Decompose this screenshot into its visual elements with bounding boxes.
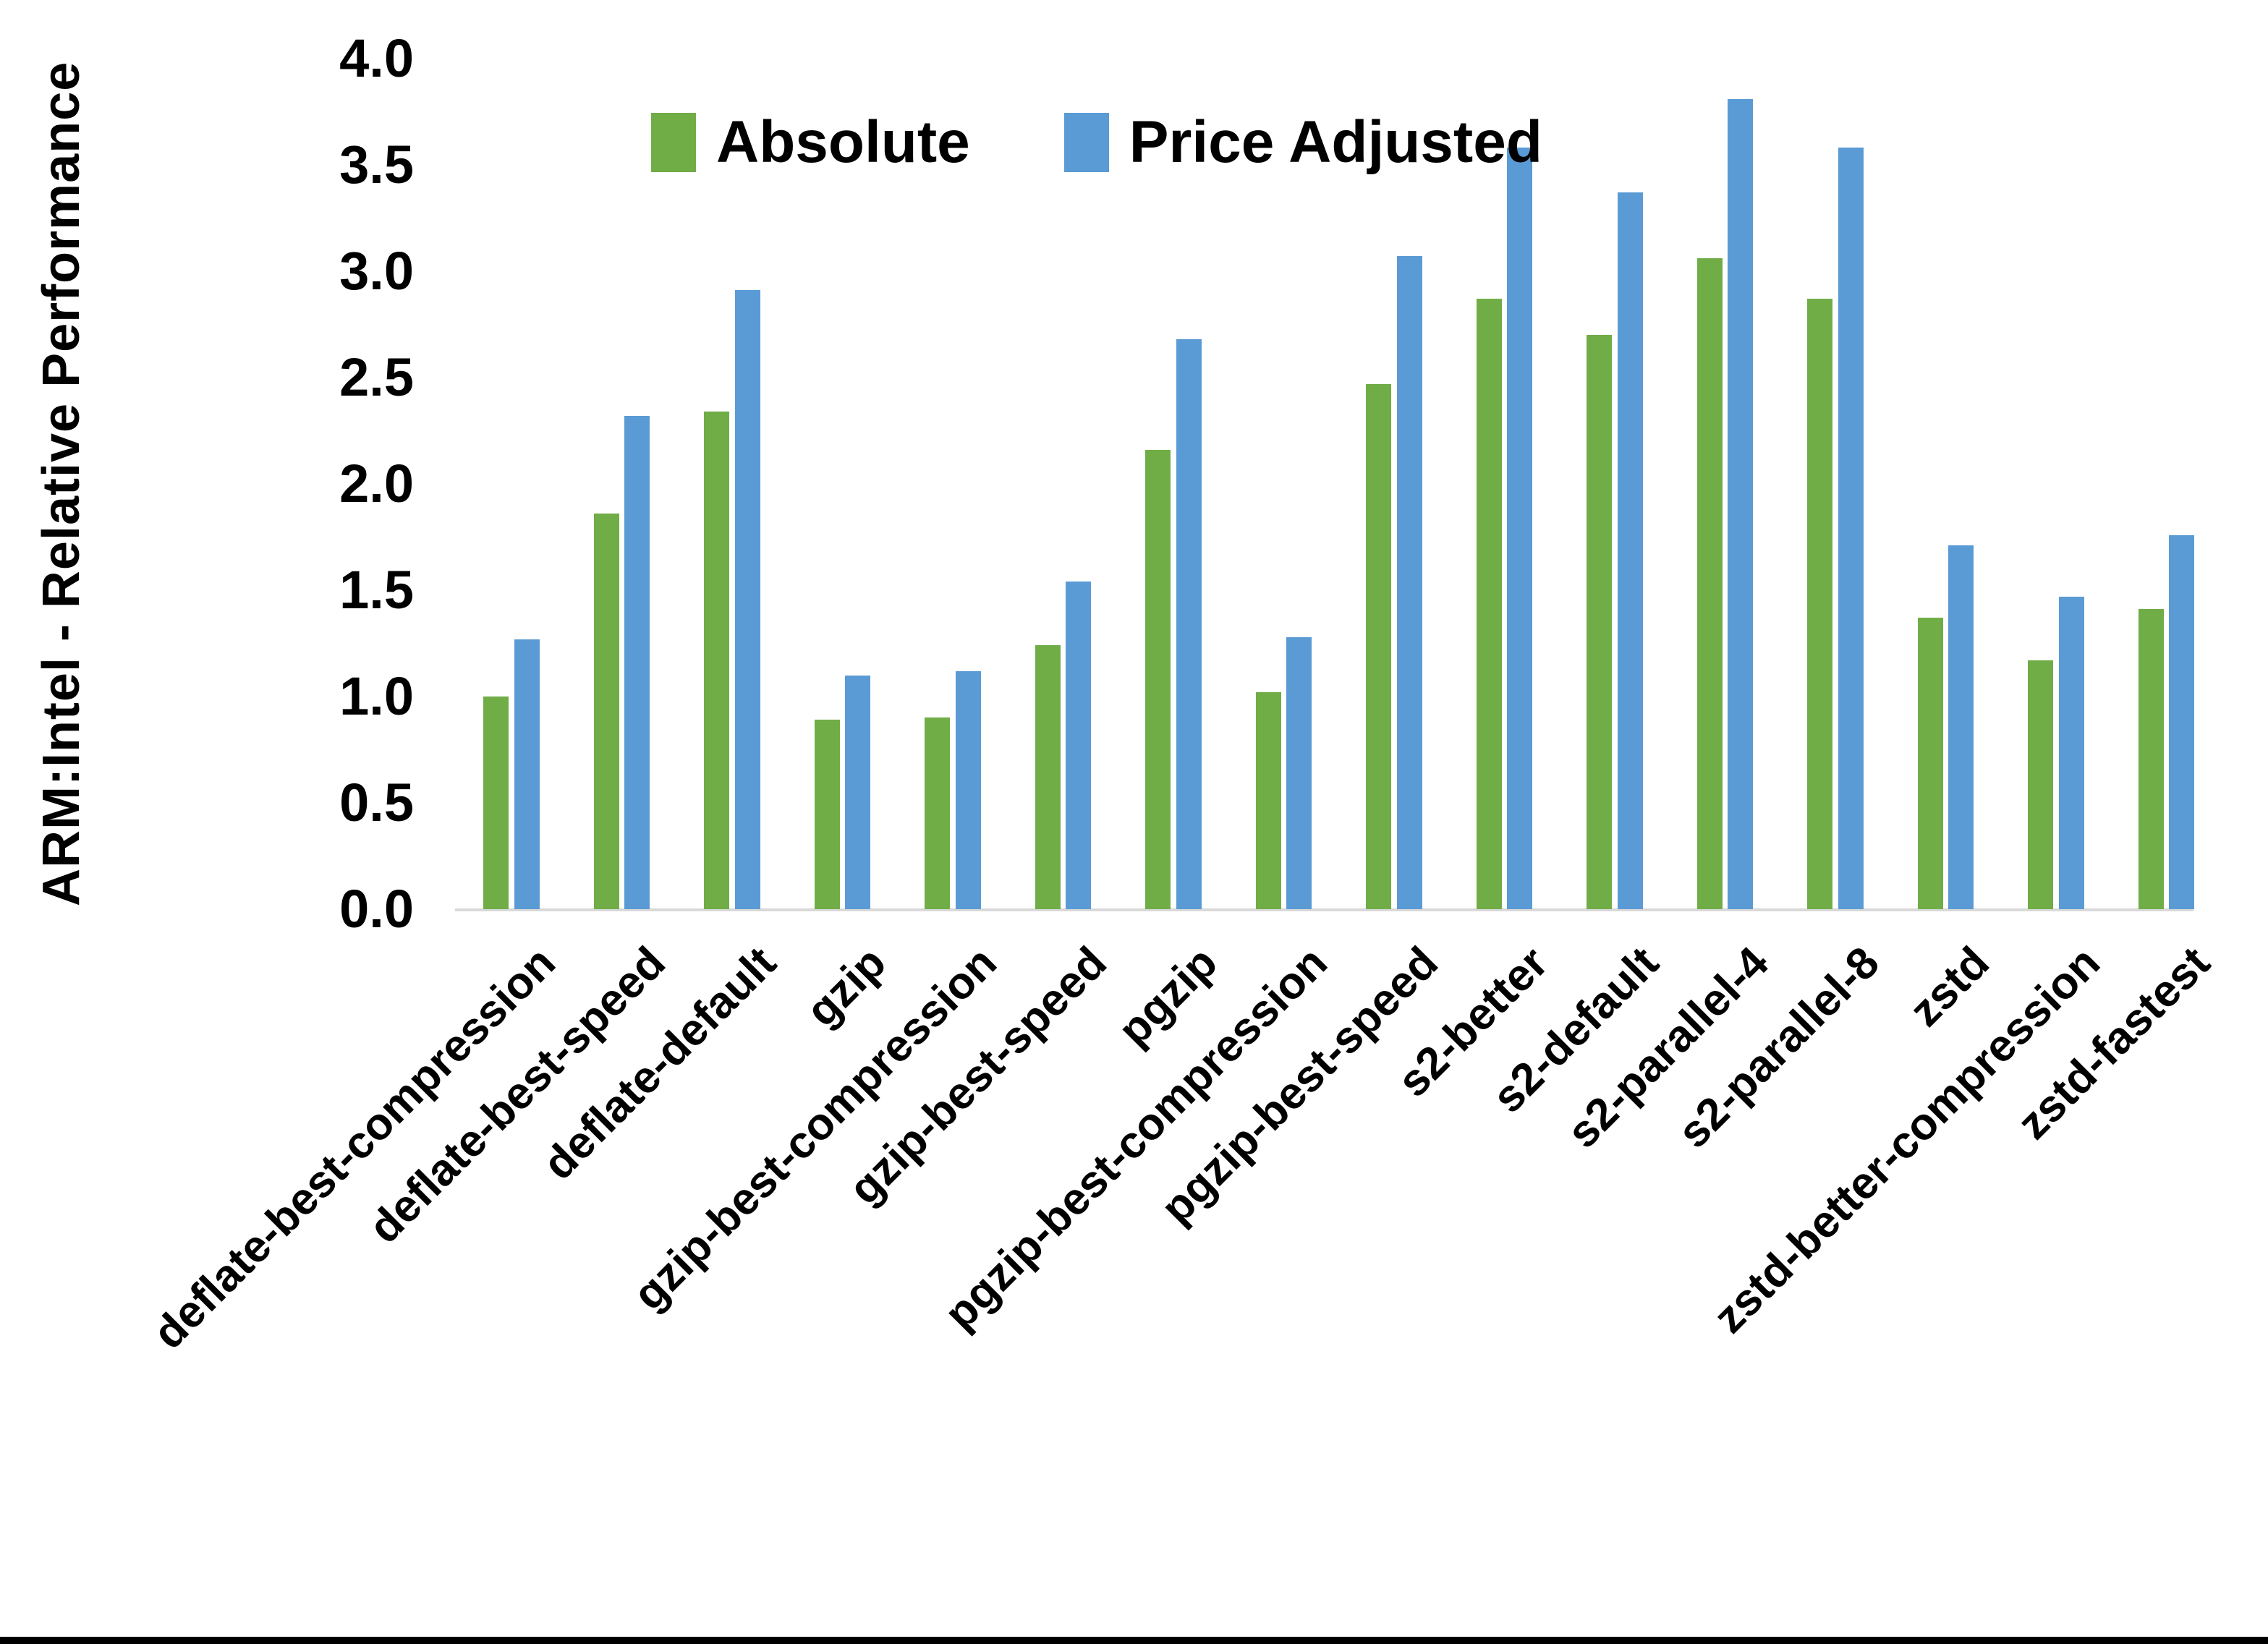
y-tick-label-0.5: 0.5	[339, 772, 414, 832]
bar-zstd-better-compression-price-adjusted	[2058, 597, 2084, 909]
bar-gzip-absolute	[814, 720, 840, 909]
bar-s2-default-absolute	[1587, 335, 1612, 909]
bar-gzip-price-adjusted	[845, 676, 870, 909]
bar-zstd-fastest-price-adjusted	[2169, 535, 2194, 909]
bar-pgzip-best-speed-price-adjusted	[1396, 256, 1422, 909]
y-tick-label-3.0: 3.0	[339, 241, 414, 301]
legend-item-price-adjusted: Price Adjusted	[1063, 108, 1542, 176]
bar-deflate-best-speed-price-adjusted	[624, 416, 650, 909]
bar-zstd-better-compression-absolute	[2028, 660, 2053, 909]
bar-pgzip-best-compression-price-adjusted	[1286, 637, 1312, 909]
y-axis-title: ARM:Intel - Relative Performance	[33, 61, 90, 907]
bar-s2-better-absolute	[1476, 299, 1502, 909]
bar-zstd-fastest-absolute	[2138, 609, 2164, 909]
bar-s2-default-price-adjusted	[1617, 192, 1643, 909]
y-tick-label-4.0: 4.0	[339, 28, 414, 88]
x-axis-line	[455, 908, 2193, 911]
y-tick-label-1.5: 1.5	[339, 560, 414, 620]
x-category-label-gzip: gzip	[797, 937, 896, 1036]
bar-s2-parallel-4-absolute	[1696, 258, 1723, 909]
bar-s2-parallel-8-price-adjusted	[1838, 148, 1864, 909]
bar-zstd-price-adjusted	[1948, 545, 1974, 909]
legend-swatch-price-adjusted-icon	[1063, 113, 1109, 172]
legend: Absolute Price Adjusted	[651, 108, 1542, 176]
bar-pgzip-best-compression-absolute	[1255, 692, 1281, 909]
bar-deflate-best-speed-absolute	[593, 514, 619, 909]
y-tick-label-2.0: 2.0	[339, 453, 414, 514]
x-category-label-deflate-best-compression: deflate-best-compression	[143, 937, 565, 1359]
legend-swatch-absolute-icon	[651, 113, 696, 172]
y-tick-label-2.5: 2.5	[339, 347, 414, 407]
bar-pgzip-absolute	[1145, 450, 1171, 909]
bar-s2-parallel-8-absolute	[1807, 299, 1832, 909]
bar-gzip-best-speed-price-adjusted	[1066, 582, 1091, 909]
plot-area	[455, 59, 2194, 911]
bar-pgzip-price-adjusted	[1176, 339, 1202, 909]
legend-label-price-adjusted: Price Adjusted	[1129, 109, 1542, 175]
bar-pgzip-best-speed-absolute	[1366, 384, 1391, 909]
bar-deflate-default-absolute	[704, 412, 729, 909]
bar-deflate-default-price-adjusted	[734, 290, 760, 909]
legend-label-absolute: Absolute	[716, 109, 970, 175]
bar-gzip-best-compression-price-adjusted	[955, 671, 981, 909]
bar-gzip-best-compression-absolute	[925, 717, 950, 909]
bar-gzip-best-speed-absolute	[1035, 645, 1061, 909]
bar-deflate-best-compression-absolute	[483, 697, 509, 909]
bar-s2-better-price-adjusted	[1507, 148, 1532, 909]
legend-item-absolute: Absolute	[651, 108, 970, 176]
x-category-label-zstd: zstd	[1900, 937, 2000, 1036]
bar-zstd-absolute	[1917, 618, 1943, 909]
bar-deflate-best-compression-price-adjusted	[514, 639, 540, 909]
y-tick-label-0.0: 0.0	[339, 879, 414, 939]
y-tick-label-1.0: 1.0	[339, 666, 414, 726]
bar-s2-parallel-4-price-adjusted	[1728, 99, 1753, 909]
y-tick-label-3.5: 3.5	[339, 135, 414, 195]
